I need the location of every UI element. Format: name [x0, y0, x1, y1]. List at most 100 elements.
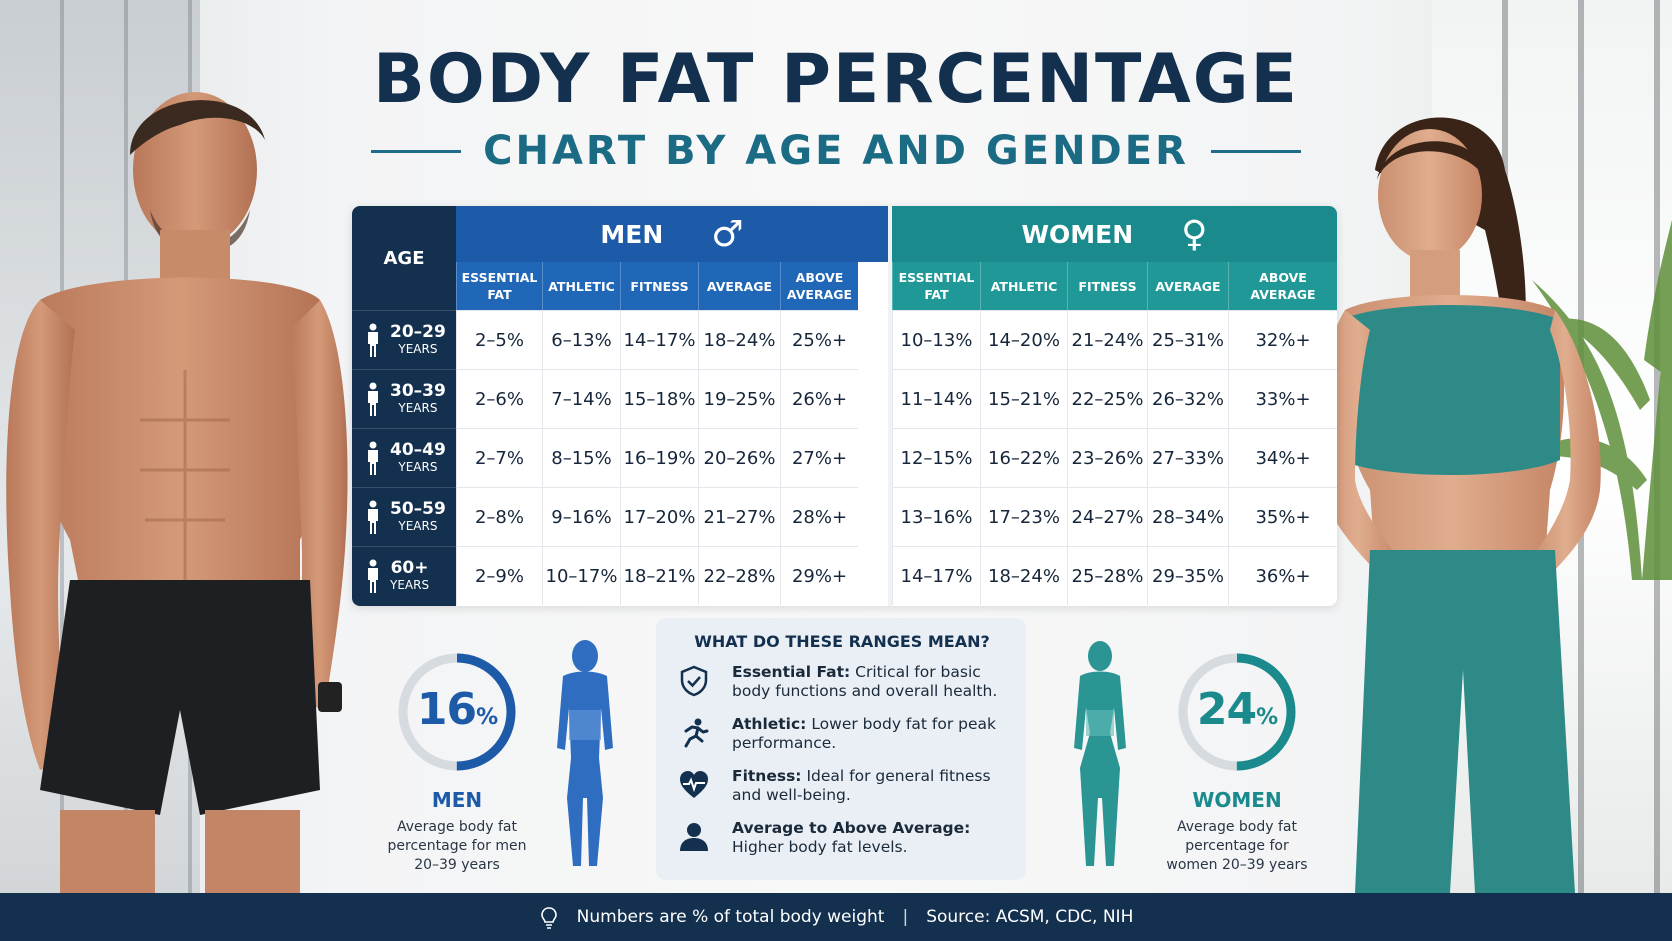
- info-item-fitness: Fitness: Ideal for general fitness and w…: [678, 767, 1006, 819]
- footer-source: Source: ACSM, CDC, NIH: [926, 907, 1134, 927]
- age-row: 30–39 YEARS: [352, 369, 456, 428]
- women-stat-unit: %: [1256, 705, 1278, 730]
- women-stat-number: 24: [1196, 684, 1257, 735]
- women-col-header: AVERAGE: [1147, 262, 1228, 310]
- person-silhouette-icon: [368, 382, 378, 416]
- men-stat-card: 16% MEN Average body fat percentage for …: [382, 650, 532, 875]
- women-body-figure: [1074, 641, 1126, 866]
- men-cell: 29%+: [780, 546, 858, 605]
- men-stat-number: 16: [416, 684, 477, 735]
- men-cell: 6–13%: [542, 310, 620, 369]
- women-cell: 23–26%: [1067, 428, 1147, 487]
- men-cell: 19–25%: [698, 369, 780, 428]
- age-row: 20–29 YEARS: [352, 310, 456, 369]
- runner-icon: [684, 718, 709, 748]
- men-cell: 15–18%: [620, 369, 698, 428]
- men-cell: 16–19%: [620, 428, 698, 487]
- women-cell: 28–34%: [1147, 487, 1228, 546]
- men-stat-unit: %: [476, 705, 498, 730]
- body-fat-table: AGE 20–29 YEARS 30–39 YEARS 40–49 YEARS 50–59 Y…: [352, 206, 1337, 606]
- age-unit: YEARS: [398, 342, 438, 356]
- info-term-average: Average to Above Average:: [732, 819, 971, 837]
- women-cell: 18–24%: [980, 546, 1067, 605]
- woman-figure: [1316, 117, 1601, 893]
- men-header: MEN ♂: [456, 206, 888, 262]
- male-symbol-icon: ♂: [711, 213, 744, 255]
- women-cell: 24–27%: [1067, 487, 1147, 546]
- page-subtitle: CHART BY AGE AND GENDER: [483, 128, 1189, 174]
- info-term-fitness: Fitness:: [732, 767, 802, 785]
- info-text-average: Higher body fat levels.: [732, 838, 908, 856]
- men-cell: 22–28%: [698, 546, 780, 605]
- age-range: 30–39: [390, 381, 446, 401]
- gender-divider: [888, 206, 892, 606]
- subtitle-line-right: [1210, 149, 1301, 153]
- women-col-header: ESSENTIAL FAT: [892, 262, 980, 310]
- men-cell: 20–26%: [698, 428, 780, 487]
- age-unit: YEARS: [398, 519, 438, 533]
- men-col-header: ESSENTIAL FAT: [456, 262, 542, 310]
- men-body-figure: [557, 640, 613, 866]
- age-range: 40–49: [390, 440, 446, 460]
- men-cell: 10–17%: [542, 546, 620, 605]
- subtitle-line-left: [371, 149, 462, 153]
- age-header: AGE: [383, 247, 425, 269]
- men-cell: 28%+: [780, 487, 858, 546]
- men-cell: 17–20%: [620, 487, 698, 546]
- women-cell: 17–23%: [980, 487, 1067, 546]
- women-ring: 24%: [1175, 650, 1299, 774]
- women-cell: 22–25%: [1067, 369, 1147, 428]
- women-cell: 34%+: [1228, 428, 1337, 487]
- info-item-athletic: Athletic: Lower body fat for peak perfor…: [678, 715, 1006, 767]
- age-unit: YEARS: [390, 578, 430, 592]
- info-term-athletic: Athletic:: [732, 715, 807, 733]
- men-cell: 2–9%: [456, 546, 542, 605]
- men-cell: 14–17%: [620, 310, 698, 369]
- men-stat-label: MEN: [431, 788, 483, 812]
- men-stat-value: 16%: [395, 684, 519, 735]
- men-stat-desc: Average body fat percentage for men 20–3…: [387, 819, 527, 873]
- women-cell: 25–28%: [1067, 546, 1147, 605]
- men-col-header: ATHLETIC: [542, 262, 620, 310]
- women-cell: 11–14%: [892, 369, 980, 428]
- women-ring-arc: [1178, 653, 1296, 771]
- women-col-header: ABOVE AVERAGE: [1228, 262, 1337, 310]
- women-cell: 12–15%: [892, 428, 980, 487]
- men-cell: 27%+: [780, 428, 858, 487]
- men-cell: 26%+: [780, 369, 858, 428]
- info-text-athletic: Lower body fat for peak performance.: [732, 715, 996, 752]
- women-cell: 33%+: [1228, 369, 1337, 428]
- person-icon: [680, 823, 708, 851]
- age-column: AGE 20–29 YEARS 30–39 YEARS 40–49 YEARS 50–59 Y…: [352, 206, 456, 606]
- age-row: 40–49 YEARS: [352, 428, 456, 487]
- women-stat-card: 24% WOMEN Average body fat percentage fo…: [1162, 650, 1312, 875]
- women-cell: 13–16%: [892, 487, 980, 546]
- women-cell: 10–13%: [892, 310, 980, 369]
- info-item-average: Average to Above Average: Higher body fa…: [678, 819, 1006, 871]
- heart-pulse-icon: [680, 771, 708, 798]
- ranges-info-box: WHAT DO THESE RANGES MEAN? Essential Fat…: [656, 618, 1026, 880]
- footer-note: Numbers are % of total body weight: [576, 907, 885, 927]
- page-title: BODY FAT PERCENTAGE: [372, 40, 1300, 119]
- women-cell: 25–31%: [1147, 310, 1228, 369]
- person-silhouette-icon: [368, 500, 378, 534]
- age-unit: YEARS: [398, 401, 438, 415]
- women-cell: 27–33%: [1147, 428, 1228, 487]
- female-symbol-icon: ♀: [1181, 213, 1208, 255]
- info-text-fitness: Ideal for general fitness and well-being…: [732, 767, 991, 804]
- info-text-essential: Critical for basic body functions and ov…: [732, 663, 998, 700]
- age-range: 60+: [390, 558, 429, 578]
- men-col-header: ABOVE AVERAGE: [780, 262, 858, 310]
- women-stat-value: 24%: [1175, 684, 1299, 735]
- men-cell: 2–7%: [456, 428, 542, 487]
- men-cell: 7–14%: [542, 369, 620, 428]
- footer-separator: |: [902, 907, 909, 927]
- men-cell: 2–5%: [456, 310, 542, 369]
- women-stat-label: WOMEN: [1192, 788, 1282, 812]
- men-ring: 16%: [395, 650, 519, 774]
- women-col-header: FITNESS: [1067, 262, 1147, 310]
- women-cell: 29–35%: [1147, 546, 1228, 605]
- age-range: 50–59: [390, 499, 446, 519]
- men-cell: 18–24%: [698, 310, 780, 369]
- men-header-label: MEN: [600, 219, 664, 249]
